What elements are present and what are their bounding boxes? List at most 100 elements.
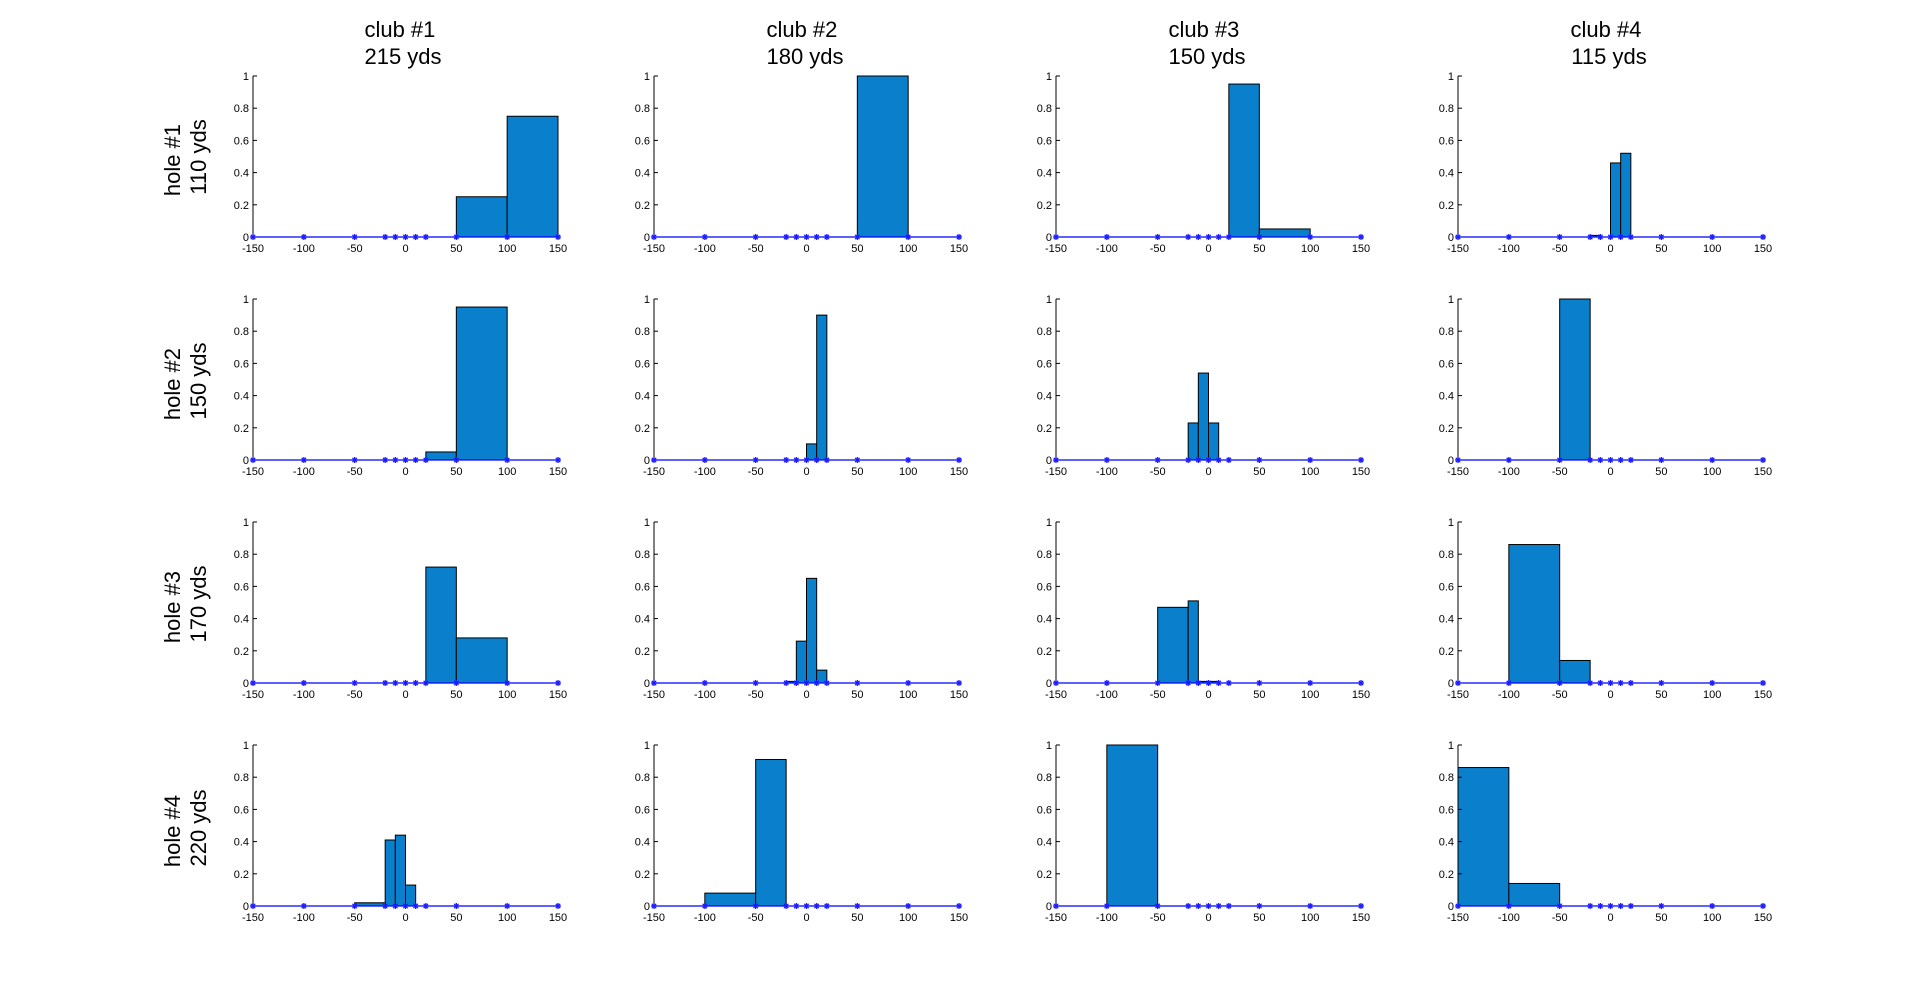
panel-r1-c2-edge-marker-10 <box>905 234 912 240</box>
panel-r3-c3-bar-3 <box>1157 606 1189 684</box>
panel-r1-c3-edge-marker-3-d2 <box>1155 234 1161 240</box>
panel-r4-c4-edge-marker-11-d2 <box>1760 903 1766 909</box>
panel-r3-c1-x-tick-label-3: -50 <box>347 689 363 701</box>
column-title-4-line-2: 115 yds <box>1571 44 1646 69</box>
row-title-1-group: hole #1 110 yds <box>160 119 211 196</box>
panel-r4-c1-edge-marker-2-d2 <box>301 903 307 909</box>
row-title-1-line-1: hole #1 <box>160 124 185 196</box>
column-title-2-line-1: club #2 <box>766 17 837 42</box>
panel-r4-c3-edge-marker-10 <box>1307 903 1314 909</box>
panel-r3-c4-edge-marker-2-d2 <box>1506 680 1512 686</box>
panel-r2-c1-y-tick-label-4: 0.6 <box>234 358 249 370</box>
panel-r4-c2-bar-3 <box>755 758 787 907</box>
panel-r3-c3-edge-marker-3-d2 <box>1155 680 1161 686</box>
panel-r4-c4-x-tick-label-4: 0 <box>1607 912 1613 924</box>
column-title-1-line-2: 215 yds <box>364 44 441 69</box>
panel-r4-c4-edge-marker-4-d2 <box>1587 903 1593 909</box>
panel-r4-c4-x-tick-label-7: 150 <box>1754 912 1772 924</box>
panel-r1-c4-edge-marker-6 <box>1607 234 1614 240</box>
panel-r2-c3-x-tick-label-4: 0 <box>1205 466 1211 478</box>
panel-r4-c3: 0 0.2 0.4 0.6 0.8 1 -150 -100 -50 0 50 100 150 <box>1037 740 1370 924</box>
panel-r3-c2-edge-marker-4 <box>783 680 790 686</box>
panel-r3-c3-x-tick-label-3: -50 <box>1150 689 1166 701</box>
panel-r3-c3-x-tick-label-5: 50 <box>1253 689 1265 701</box>
panel-r1-c4: 0 0.2 0.4 0.6 0.8 1 -150 -100 -50 0 50 100 150 <box>1439 71 1772 255</box>
panel-r4-c1-edge-marker-8 <box>422 903 429 909</box>
panel-r4-c1-y-tick-label-2: 0.2 <box>234 869 249 881</box>
panel-r4-c3-y-tick-label-3: 0.4 <box>1037 837 1052 849</box>
panel-r1-c1-edge-marker-4 <box>382 234 389 240</box>
panel-r1-c1-edge-marker-6 <box>402 234 409 240</box>
panel-r3-c3-x-tick-label-4: 0 <box>1205 689 1211 701</box>
panel-r1-c3-edge-marker-7 <box>1215 234 1222 240</box>
panel-r3-c4-edge-marker-5 <box>1597 680 1604 686</box>
row-title-4-group: hole #4 220 yds <box>160 789 211 867</box>
panel-r2-c4-y-tick-label-1: 0 <box>1448 455 1454 467</box>
panel-r1-c2-edge-marker-6 <box>803 234 810 240</box>
panel-r4-c1-bar-4 <box>384 839 396 907</box>
panel-r1-c1-edge-marker-10 <box>504 234 511 240</box>
column-title-1-line-1: club #1 <box>364 17 435 42</box>
panel-r4-c3-x-tick-label-6: 100 <box>1301 912 1319 924</box>
panel-r1-c2-x-tick-label-1: -150 <box>643 243 665 255</box>
panel-r3-c2-edge-marker-5-d2 <box>793 680 799 686</box>
panel-r1-c3-y-tick-label-6: 1 <box>1046 71 1052 83</box>
panel-r1-c3-x-tick-label-2: -100 <box>1096 243 1118 255</box>
panel-r2-c3-edge-marker-3-d2 <box>1155 457 1161 463</box>
panel-r2-c1-y-tick-label-1: 0 <box>243 455 249 467</box>
panel-r1-c3-edge-marker-5-d2 <box>1195 234 1201 240</box>
panel-r2-c2-x-tick-label-4: 0 <box>803 466 809 478</box>
panel-r3-c3-edge-marker-8-d2 <box>1226 680 1232 686</box>
panel-r1-c4-edge-marker-5-d2 <box>1597 234 1603 240</box>
panel-r4-c1-x-tick-label-4: 0 <box>402 912 408 924</box>
panel-r1-c3: 0 0.2 0.4 0.6 0.8 1 -150 -100 -50 0 50 100 150 <box>1037 71 1370 255</box>
panel-r2-c4-edge-marker-11-d2 <box>1760 457 1766 463</box>
panel-r3-c3: 0 0.2 0.4 0.6 0.8 1 -150 -100 -50 0 50 100 150 <box>1037 517 1370 701</box>
panel-r4-c4-edge-marker-2-d2 <box>1506 903 1512 909</box>
panel-r2-c2-edge-marker-7-d2 <box>814 457 820 463</box>
panel-r1-c3-edge-marker-7-d2 <box>1216 234 1222 240</box>
panel-r1-c3-edge-marker-3 <box>1154 234 1161 240</box>
panel-r4-c1-y-tick-label-5: 0.8 <box>234 772 249 784</box>
panel-r1-c2-y-tick-label-5: 0.8 <box>635 103 650 115</box>
panel-r4-c4-x-tick-label-5: 50 <box>1655 912 1667 924</box>
column-title-4: club #4 115 yds <box>1570 17 1647 69</box>
panel-r1-c1-x-tick-label-2: -100 <box>293 243 315 255</box>
panel-r3-c4-edge-marker-8-d2 <box>1628 680 1634 686</box>
panel-r3-c2-edge-marker-10-d2 <box>905 680 911 686</box>
panel-r2-c2-y-tick-label-4: 0.6 <box>635 358 650 370</box>
panel-r2-c4-edge-marker-10-d2 <box>1709 457 1715 463</box>
panel-r3-c4-bar-2 <box>1508 544 1561 684</box>
panel-r1-c2-edge-marker-9-d2 <box>854 234 860 240</box>
panel-r4-c3-edge-marker-9-d2 <box>1256 903 1262 909</box>
panel-r4-c1-edge-marker-1-d2 <box>250 903 256 909</box>
panel-r4-c4-edge-marker-8 <box>1627 903 1634 909</box>
panel-r4-c3-y-tick-label-2: 0.2 <box>1037 869 1052 881</box>
panel-r2-c1-y-tick-label-5: 0.8 <box>234 326 249 338</box>
panel-r1-c2-edge-marker-1 <box>651 234 657 240</box>
panel-r4-c3-bar-2 <box>1106 744 1159 907</box>
panel-r1-c3-edge-marker-9-d2 <box>1256 234 1262 240</box>
panel-r4-c4-edge-marker-7 <box>1617 903 1624 909</box>
panel-r4-c2-x-tick-label-2: -100 <box>694 912 716 924</box>
panel-r2-c4-edge-marker-2 <box>1505 457 1512 463</box>
panel-r1-c1-edge-marker-2-d2 <box>301 234 307 240</box>
panel-r1-c4-x-tick-label-4: 0 <box>1607 243 1613 255</box>
panel-r1-c3-y-tick-label-3: 0.4 <box>1037 168 1052 180</box>
panel-r1-c4-bar-6 <box>1610 162 1622 238</box>
panel-r4-c4-edge-marker-9-d2 <box>1658 903 1664 909</box>
panel-r2-c4-edge-marker-9-d2 <box>1658 457 1664 463</box>
panel-r3-c2-x-tick-label-4: 0 <box>803 689 809 701</box>
panel-r3-c4-y-tick-label-5: 0.8 <box>1439 549 1454 561</box>
panel-r4-c1-edge-marker-6-d2 <box>402 903 409 909</box>
panel-r3-c1-edge-marker-11 <box>555 680 561 686</box>
panel-r1-c4-x-tick-label-7: 150 <box>1754 243 1772 255</box>
panel-r1-c2-x-tick-label-3: -50 <box>748 243 764 255</box>
row-title-3: hole #3 170 yds <box>160 565 211 643</box>
panel-r2-c2-edge-marker-8-d2 <box>824 457 830 463</box>
panel-r4-c2-edge-marker-6 <box>803 903 810 909</box>
panel-r2-c4-y-tick-label-3: 0.4 <box>1439 391 1454 403</box>
panel-r3-c2-edge-marker-3 <box>752 680 759 686</box>
panel-r1-c2-edge-marker-3-d2 <box>753 234 759 240</box>
panel-r4-c1-edge-marker-4-d2 <box>382 903 388 909</box>
